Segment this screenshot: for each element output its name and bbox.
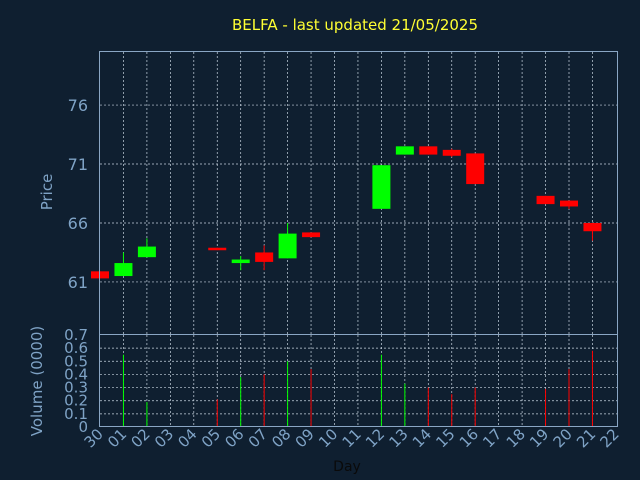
price-grid — [100, 52, 617, 335]
candle-body — [114, 263, 133, 277]
x-tick-label: 05 — [198, 425, 224, 451]
volume-tick-label: 0.5 — [64, 352, 88, 370]
x-tick-label: 10 — [315, 425, 341, 451]
x-tick-label: 16 — [456, 425, 482, 451]
volume-series — [122, 350, 593, 427]
x-tick-labels: 3001020304050607080910111213141516171819… — [81, 425, 623, 451]
candle-body — [231, 259, 250, 264]
x-tick-label: 20 — [550, 425, 576, 451]
candle-body — [278, 233, 297, 259]
candle-body — [372, 165, 391, 209]
candle — [372, 165, 391, 209]
candle — [137, 238, 156, 258]
candle — [560, 200, 578, 209]
x-tick-label: 22 — [596, 425, 622, 451]
candle-body — [395, 146, 414, 155]
candle-body — [137, 246, 156, 258]
candle-body — [302, 232, 321, 238]
price-tick-label: 76 — [68, 96, 88, 115]
volume-tick-label: 0.7 — [64, 326, 88, 344]
x-tick-label: 12 — [362, 425, 388, 451]
volume-tick-label: 0.3 — [64, 379, 88, 397]
price-frame — [99, 51, 618, 335]
price-panel: 61 66 71 76 Price — [38, 51, 618, 335]
candle — [278, 222, 297, 259]
x-tick-label: 21 — [573, 425, 599, 451]
candle — [419, 146, 438, 155]
candle — [302, 232, 321, 238]
x-tick-label: 19 — [526, 425, 552, 451]
x-tick-label: 13 — [385, 425, 411, 451]
candle-body — [442, 149, 461, 156]
candle-body — [560, 200, 578, 207]
x-tick-label: 01 — [104, 425, 130, 451]
x-tick-label: 07 — [245, 425, 271, 451]
candle — [395, 146, 414, 155]
candle-body — [466, 153, 485, 185]
x-tick-label: 03 — [151, 425, 177, 451]
volume-tick-label: 0.6 — [64, 339, 88, 357]
volume-y-ticks: 00.10.20.30.40.50.60.7 — [64, 326, 88, 436]
x-tick-label: 18 — [503, 425, 529, 451]
candle — [466, 153, 485, 185]
candle — [114, 252, 133, 277]
candle — [442, 148, 461, 157]
volume-axis-label: Volume (0000) — [28, 326, 46, 436]
x-tick-label: 06 — [221, 425, 247, 451]
candle — [208, 247, 227, 251]
x-tick-label: 09 — [292, 425, 318, 451]
volume-tick-label: 0 — [78, 418, 88, 436]
x-tick-label: 17 — [479, 425, 505, 451]
x-tick-label: 02 — [127, 425, 153, 451]
candle — [536, 195, 555, 205]
x-tick-label: 08 — [268, 425, 294, 451]
price-y-ticks: 61 66 71 76 — [68, 96, 88, 292]
price-axis-label: Price — [38, 174, 56, 211]
volume-frame — [99, 334, 618, 427]
chart-title: BELFA - last updated 21/05/2025 — [232, 16, 478, 34]
volume-tick-label: 0.2 — [64, 392, 88, 410]
x-tick-label: 04 — [174, 425, 200, 451]
x-tick-label: 11 — [339, 425, 365, 451]
price-tick-label: 71 — [68, 155, 88, 174]
candle-body — [583, 222, 602, 232]
candle-body — [536, 195, 555, 205]
volume-panel: 00.10.20.30.40.50.60.7 Volume (0000) — [28, 326, 618, 436]
candle — [255, 245, 274, 271]
price-tick-label: 66 — [68, 214, 88, 233]
volume-tick-label: 0.4 — [64, 365, 88, 383]
x-tick-label: 15 — [432, 425, 458, 451]
candle — [231, 255, 250, 271]
candle — [583, 222, 602, 241]
price-tick-label: 61 — [68, 273, 88, 292]
candle-body — [419, 146, 438, 155]
volume-grid — [100, 335, 617, 427]
candle-body — [255, 252, 274, 262]
x-axis-label: Day — [333, 459, 361, 475]
candlestick-series — [91, 146, 602, 279]
candle-body — [208, 247, 227, 251]
volume-tick-label: 0.1 — [64, 405, 88, 423]
x-tick-label: 14 — [409, 425, 435, 451]
